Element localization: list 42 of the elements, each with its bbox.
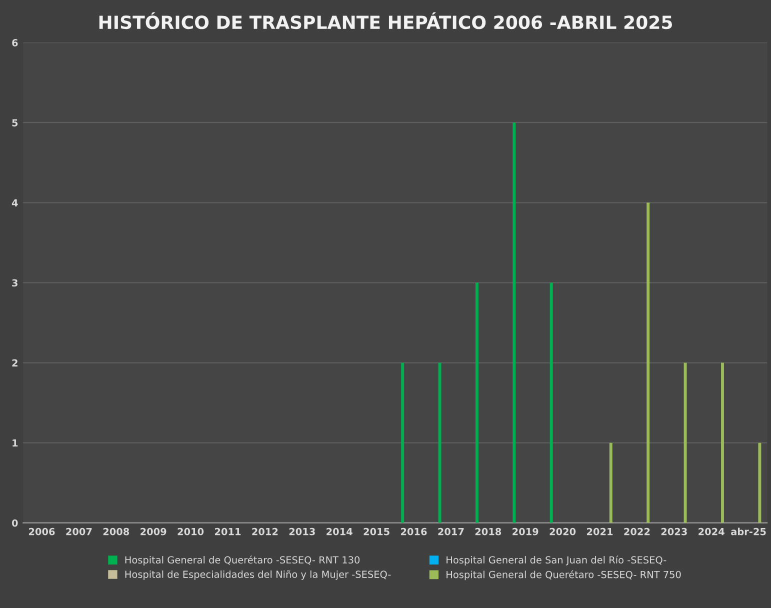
y-tick-label: 0 bbox=[12, 519, 18, 527]
bar bbox=[550, 282, 553, 523]
legend-label: Hospital de Especialidades del Niño y la Mujer -SESEQ- bbox=[125, 570, 391, 580]
bar bbox=[609, 442, 612, 523]
bar bbox=[721, 362, 724, 523]
bar bbox=[646, 202, 650, 523]
legend-label: Hospital General de Querétaro -SESEQ- RNT 750 bbox=[446, 570, 681, 580]
x-tick-label: 2007 bbox=[66, 528, 92, 536]
bar bbox=[758, 442, 762, 523]
y-tick-label: 1 bbox=[12, 439, 18, 447]
x-tick-label: 2019 bbox=[512, 528, 538, 536]
x-tick-label: 2020 bbox=[550, 528, 576, 536]
x-tick-label: 2014 bbox=[326, 528, 352, 536]
bar bbox=[401, 362, 404, 523]
chart-title: HISTÓRICO DE TRASPLANTE HEPÁTICO 2006 -ABRIL 2025 bbox=[99, 12, 672, 30]
x-tick-label: 2017 bbox=[438, 528, 464, 536]
legend-label: Hospital General de San Juan del Río -SESEQ- bbox=[446, 556, 666, 566]
x-tick-label: 2015 bbox=[364, 528, 390, 536]
x-tick-label: 2021 bbox=[586, 528, 613, 536]
y-tick-label: 6 bbox=[12, 39, 18, 46]
bar bbox=[438, 362, 442, 523]
x-tick-label: 2011 bbox=[214, 528, 241, 536]
y-tick-label: 4 bbox=[12, 199, 18, 206]
x-tick-label: abr-25 bbox=[731, 528, 766, 536]
x-tick-label: 2016 bbox=[400, 528, 427, 536]
x-tick-label: 2009 bbox=[140, 528, 166, 536]
x-tick-label: 2013 bbox=[289, 528, 315, 536]
x-tick-label: 2018 bbox=[475, 528, 502, 536]
x-tick-label: 2008 bbox=[103, 528, 130, 536]
bar bbox=[684, 362, 687, 523]
bar bbox=[512, 122, 516, 523]
x-tick-label: 2012 bbox=[252, 528, 278, 536]
y-tick-label: 3 bbox=[12, 279, 18, 287]
legend-label: Hospital General de Querétaro -SESEQ- RNT 130 bbox=[125, 556, 360, 566]
x-tick-label: 2024 bbox=[698, 528, 724, 536]
y-tick-label: 5 bbox=[12, 119, 18, 126]
y-tick-label: 2 bbox=[12, 359, 18, 366]
x-tick-label: 2006 bbox=[28, 528, 55, 536]
bar bbox=[475, 282, 478, 523]
x-tick-label: 2023 bbox=[661, 528, 687, 536]
x-tick-label: 2022 bbox=[624, 528, 650, 536]
x-tick-label: 2010 bbox=[178, 528, 204, 536]
